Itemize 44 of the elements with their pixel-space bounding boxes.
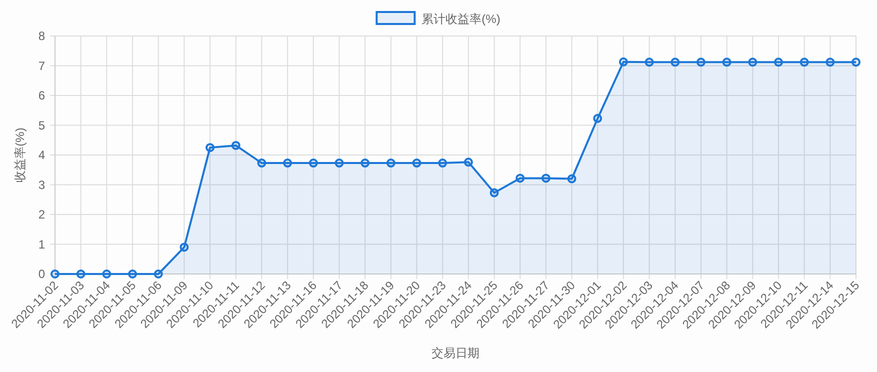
point xyxy=(102,270,112,278)
point xyxy=(76,270,86,278)
y-tick-label: 2 xyxy=(38,208,46,222)
point xyxy=(257,158,266,168)
point xyxy=(50,270,60,278)
point xyxy=(154,270,163,278)
point xyxy=(206,143,215,152)
point xyxy=(360,158,370,168)
point xyxy=(567,174,576,184)
point xyxy=(283,158,292,168)
point xyxy=(180,242,189,252)
point xyxy=(231,140,240,150)
legend-label: 累计收益率(%) xyxy=(422,12,500,26)
point xyxy=(412,158,422,168)
point xyxy=(748,58,758,67)
y-tick-label: 1 xyxy=(38,237,46,252)
y-tick-label: 5 xyxy=(38,118,46,132)
point xyxy=(670,58,680,67)
point xyxy=(774,58,783,67)
y-tick-label: 6 xyxy=(38,88,46,102)
point xyxy=(593,114,602,123)
point xyxy=(644,58,654,67)
point xyxy=(826,58,835,67)
x-axis-title: 交易日期 xyxy=(432,346,480,360)
point xyxy=(800,58,809,67)
point xyxy=(128,270,138,278)
y-tick-label: 7 xyxy=(38,58,46,73)
y-tick-label: 8 xyxy=(38,29,46,43)
y-tick-label: 3 xyxy=(38,178,46,192)
point xyxy=(490,188,499,198)
y-axis-title: 收益率(%) xyxy=(13,128,27,182)
point xyxy=(464,158,473,167)
point xyxy=(541,174,550,183)
point xyxy=(438,158,448,168)
point xyxy=(722,58,732,67)
point xyxy=(334,158,344,168)
point xyxy=(386,158,396,168)
point xyxy=(516,174,525,183)
y-tick-label: 4 xyxy=(38,148,46,162)
point xyxy=(618,57,628,66)
y-tick-label: 0 xyxy=(38,267,46,281)
point xyxy=(308,158,318,168)
point xyxy=(696,58,706,67)
point xyxy=(852,58,860,67)
